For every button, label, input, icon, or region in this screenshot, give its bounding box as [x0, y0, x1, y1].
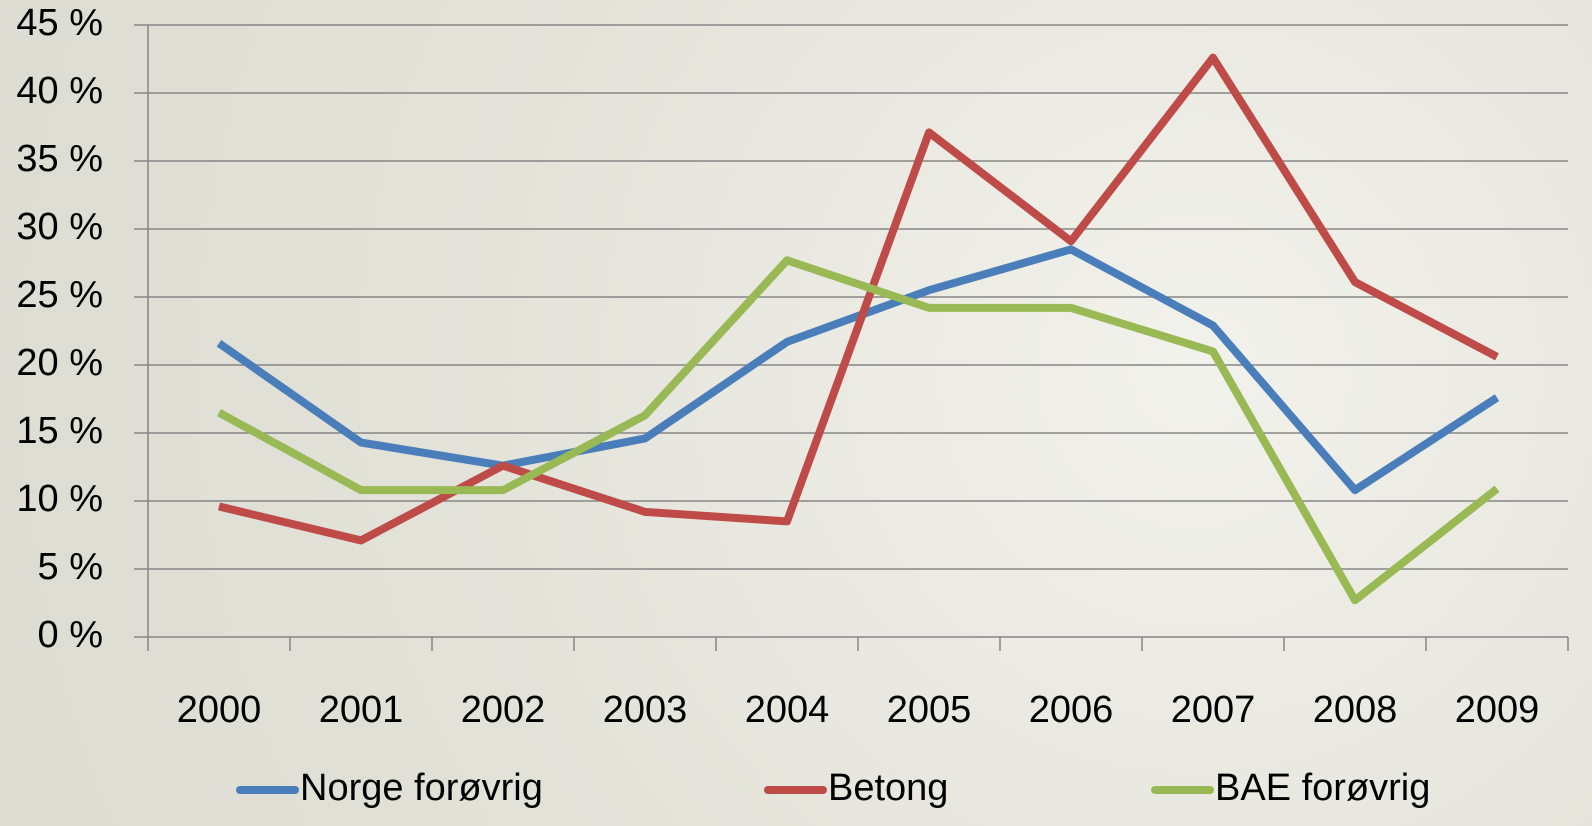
- y-tick-label: 40 %: [16, 70, 103, 112]
- x-tick-label: 2007: [1171, 689, 1256, 731]
- series-line: [217, 256, 1500, 605]
- y-tick-label: 25 %: [16, 274, 103, 316]
- x-tick-label: 2003: [603, 689, 688, 731]
- legend-label: Norge forøvrig: [300, 767, 543, 809]
- x-tick-label: 2002: [461, 689, 546, 731]
- x-tick-label: 2000: [177, 689, 262, 731]
- legend-label: BAE forøvrig: [1215, 767, 1430, 809]
- y-tick-label: 5 %: [38, 546, 103, 588]
- x-tick-label: 2004: [745, 689, 830, 731]
- x-tick-label: 2005: [887, 689, 972, 731]
- y-tick-label: 15 %: [16, 410, 103, 452]
- y-tick-label: 10 %: [16, 478, 103, 520]
- y-tick-label: 20 %: [16, 342, 103, 384]
- y-tick-label: 35 %: [16, 138, 103, 180]
- x-tick-label: 2001: [319, 689, 404, 731]
- x-tick-label: 2009: [1455, 689, 1540, 731]
- x-tick-label: 2008: [1313, 689, 1398, 731]
- y-tick-label: 30 %: [16, 206, 103, 248]
- series-line: [218, 53, 1499, 545]
- x-tick-label: 2006: [1029, 689, 1114, 731]
- legend-label: Betong: [828, 767, 948, 809]
- y-tick-label: 0 %: [38, 614, 103, 656]
- y-tick-label: 45 %: [16, 2, 103, 44]
